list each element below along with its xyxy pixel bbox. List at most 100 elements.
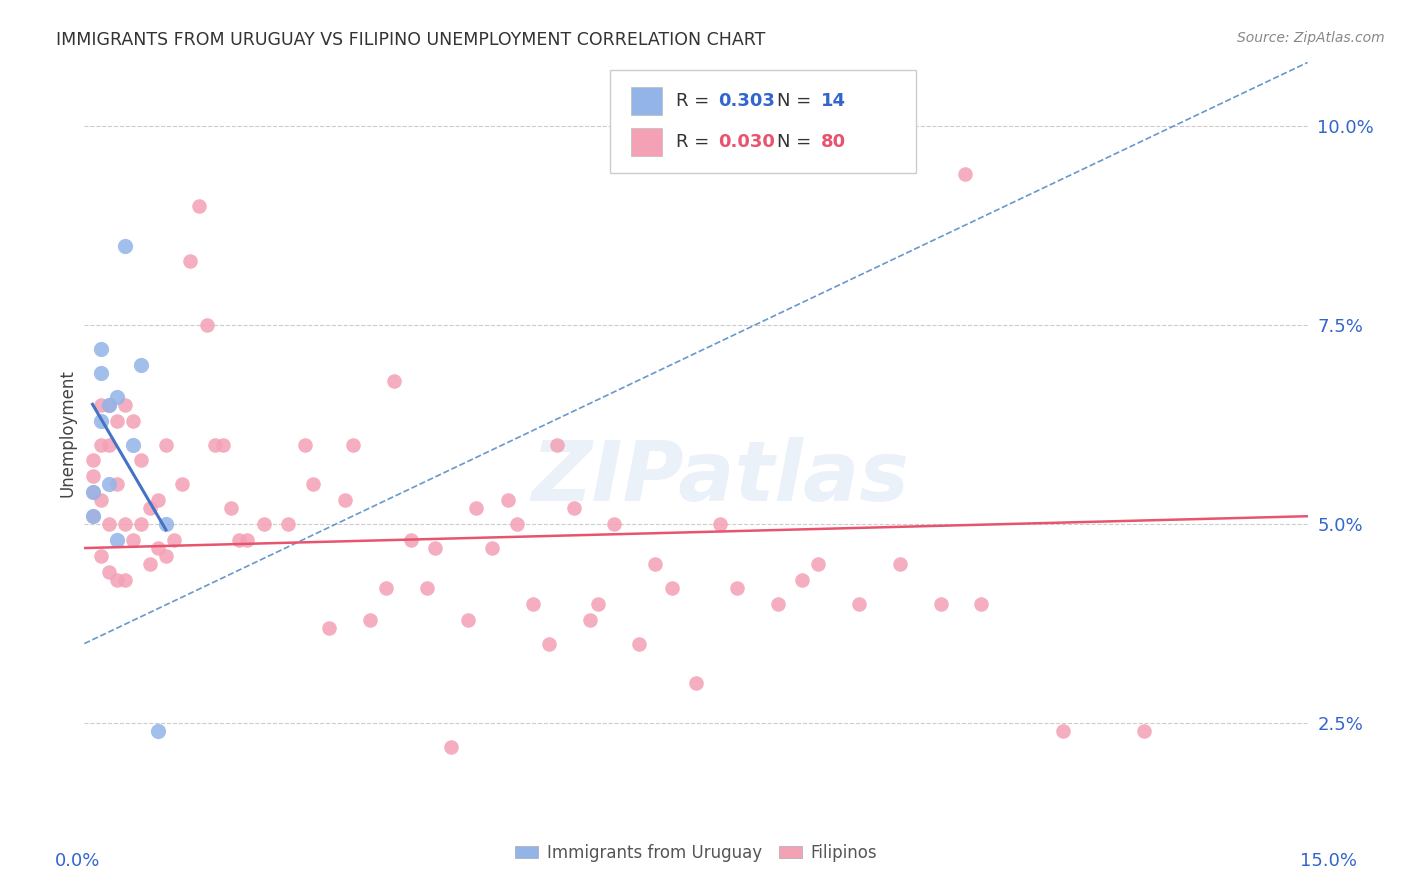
Point — [105, 533, 128, 547]
Point — [342, 437, 364, 451]
Point — [97, 477, 120, 491]
Point — [172, 477, 194, 491]
Point — [1052, 724, 1074, 739]
Point — [90, 366, 112, 380]
Point — [155, 437, 177, 451]
Point — [464, 501, 486, 516]
Point — [627, 637, 650, 651]
Point — [82, 509, 104, 524]
Point — [335, 493, 357, 508]
Point — [219, 501, 242, 516]
Legend: Immigrants from Uruguay, Filipinos: Immigrants from Uruguay, Filipinos — [509, 838, 883, 869]
Point — [253, 517, 276, 532]
Text: 15.0%: 15.0% — [1301, 852, 1357, 870]
Point — [97, 398, 120, 412]
FancyBboxPatch shape — [631, 128, 662, 156]
Point — [105, 477, 128, 491]
Point — [155, 517, 177, 532]
Point — [562, 501, 585, 516]
Point — [82, 453, 104, 467]
Text: Source: ZipAtlas.com: Source: ZipAtlas.com — [1237, 31, 1385, 45]
Point — [82, 485, 104, 500]
Point — [538, 637, 561, 651]
Text: 0.030: 0.030 — [718, 133, 775, 151]
Point — [131, 358, 153, 372]
Point — [382, 374, 405, 388]
Point — [889, 557, 911, 571]
Text: 80: 80 — [821, 133, 846, 151]
Text: N =: N = — [776, 92, 817, 110]
Point — [122, 437, 145, 451]
Point — [375, 581, 398, 595]
Point — [498, 493, 520, 508]
Point — [277, 517, 299, 532]
Point — [318, 621, 340, 635]
Point — [505, 517, 527, 532]
Point — [122, 414, 145, 428]
Point — [82, 485, 104, 500]
Point — [114, 573, 136, 587]
Point — [522, 597, 544, 611]
Text: R =: R = — [676, 133, 716, 151]
Point — [709, 517, 731, 532]
Point — [97, 398, 120, 412]
Point — [97, 517, 120, 532]
Point — [301, 477, 323, 491]
Point — [82, 469, 104, 483]
Text: 0.0%: 0.0% — [55, 852, 100, 870]
Point — [90, 549, 112, 563]
Point — [685, 676, 707, 690]
Point — [82, 509, 104, 524]
Point — [644, 557, 666, 571]
Point — [146, 724, 169, 739]
Point — [440, 740, 463, 755]
Point — [90, 398, 112, 412]
Point — [138, 557, 160, 571]
Point — [155, 549, 177, 563]
Point — [163, 533, 186, 547]
Point — [90, 414, 112, 428]
Point — [236, 533, 259, 547]
FancyBboxPatch shape — [631, 87, 662, 115]
Point — [90, 437, 112, 451]
Point — [105, 414, 128, 428]
Point — [90, 493, 112, 508]
Point — [790, 573, 813, 587]
Point — [294, 437, 316, 451]
Point — [97, 565, 120, 579]
Text: 0.303: 0.303 — [718, 92, 775, 110]
Point — [929, 597, 952, 611]
Point — [131, 453, 153, 467]
Point — [179, 254, 201, 268]
Text: R =: R = — [676, 92, 716, 110]
Point — [187, 199, 209, 213]
Point — [114, 517, 136, 532]
Point — [807, 557, 830, 571]
Point — [195, 318, 218, 333]
Text: IMMIGRANTS FROM URUGUAY VS FILIPINO UNEMPLOYMENT CORRELATION CHART: IMMIGRANTS FROM URUGUAY VS FILIPINO UNEM… — [56, 31, 766, 49]
Point — [970, 597, 993, 611]
Text: N =: N = — [776, 133, 817, 151]
Point — [359, 613, 381, 627]
Y-axis label: Unemployment: Unemployment — [58, 368, 76, 497]
Point — [204, 437, 226, 451]
Point — [122, 533, 145, 547]
Point — [114, 398, 136, 412]
Point — [457, 613, 479, 627]
Point — [586, 597, 609, 611]
Point — [546, 437, 568, 451]
Point — [114, 238, 136, 252]
Point — [146, 541, 169, 555]
Point — [138, 501, 160, 516]
Point — [105, 573, 128, 587]
Point — [105, 390, 128, 404]
Point — [603, 517, 626, 532]
Point — [725, 581, 748, 595]
Point — [953, 167, 976, 181]
Point — [146, 493, 169, 508]
Text: 14: 14 — [821, 92, 846, 110]
Text: ZIPatlas: ZIPatlas — [531, 436, 910, 517]
Point — [1133, 724, 1156, 739]
Point — [212, 437, 235, 451]
Point — [579, 613, 602, 627]
